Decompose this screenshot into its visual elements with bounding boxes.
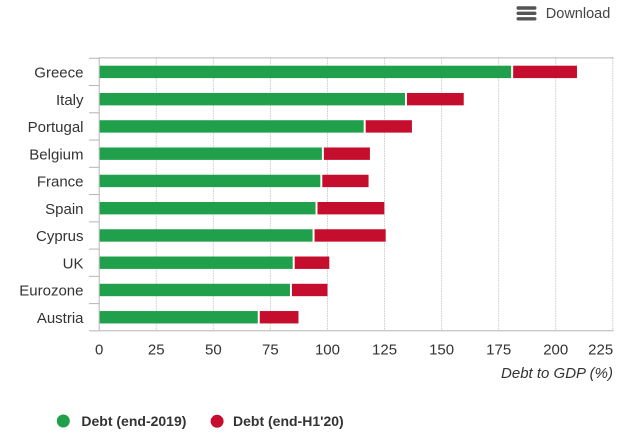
- svg-text:Spain: Spain: [45, 201, 83, 218]
- svg-text:150: 150: [429, 342, 454, 359]
- svg-text:0: 0: [95, 342, 103, 359]
- svg-text:100: 100: [315, 342, 340, 359]
- svg-text:UK: UK: [63, 255, 84, 272]
- svg-text:Download: Download: [546, 6, 611, 22]
- svg-text:200: 200: [543, 342, 568, 359]
- svg-text:Italy: Italy: [56, 92, 84, 109]
- svg-text:175: 175: [486, 342, 511, 359]
- svg-text:75: 75: [262, 342, 279, 359]
- svg-text:Belgium: Belgium: [29, 146, 83, 163]
- svg-text:Cyprus: Cyprus: [36, 228, 84, 245]
- svg-text:Austria: Austria: [37, 310, 84, 327]
- svg-text:50: 50: [205, 342, 222, 359]
- svg-text:125: 125: [372, 342, 397, 359]
- svg-text:Debt (end-H1'20): Debt (end-H1'20): [233, 413, 344, 429]
- svg-text:Portugal: Portugal: [28, 119, 84, 136]
- svg-text:Eurozone: Eurozone: [19, 283, 83, 300]
- svg-text:France: France: [37, 174, 84, 191]
- svg-text:Debt (end-2019): Debt (end-2019): [81, 413, 186, 429]
- svg-text:225: 225: [588, 342, 613, 359]
- svg-text:Debt to GDP (%): Debt to GDP (%): [501, 365, 613, 382]
- svg-text:25: 25: [148, 342, 165, 359]
- svg-text:Greece: Greece: [34, 65, 83, 82]
